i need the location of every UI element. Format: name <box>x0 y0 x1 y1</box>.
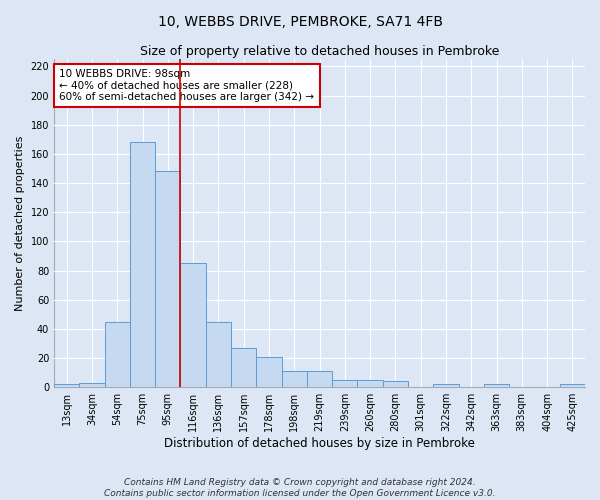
Bar <box>79 383 104 387</box>
Bar <box>104 322 130 387</box>
Bar <box>256 356 281 387</box>
Text: 10, WEBBS DRIVE, PEMBROKE, SA71 4FB: 10, WEBBS DRIVE, PEMBROKE, SA71 4FB <box>157 15 443 29</box>
Bar <box>155 172 181 387</box>
Bar <box>231 348 256 387</box>
Bar <box>433 384 458 387</box>
Bar <box>206 322 231 387</box>
Bar <box>281 371 307 387</box>
Bar <box>484 384 509 387</box>
Text: 10 WEBBS DRIVE: 98sqm
← 40% of detached houses are smaller (228)
60% of semi-det: 10 WEBBS DRIVE: 98sqm ← 40% of detached … <box>59 69 314 102</box>
X-axis label: Distribution of detached houses by size in Pembroke: Distribution of detached houses by size … <box>164 437 475 450</box>
Bar <box>54 384 79 387</box>
Title: Size of property relative to detached houses in Pembroke: Size of property relative to detached ho… <box>140 45 499 58</box>
Bar <box>181 264 206 387</box>
Bar <box>332 380 358 387</box>
Bar <box>383 382 408 387</box>
Text: Contains HM Land Registry data © Crown copyright and database right 2024.
Contai: Contains HM Land Registry data © Crown c… <box>104 478 496 498</box>
Bar <box>130 142 155 387</box>
Bar <box>307 371 332 387</box>
Bar <box>560 384 585 387</box>
Bar <box>358 380 383 387</box>
Y-axis label: Number of detached properties: Number of detached properties <box>15 136 25 311</box>
